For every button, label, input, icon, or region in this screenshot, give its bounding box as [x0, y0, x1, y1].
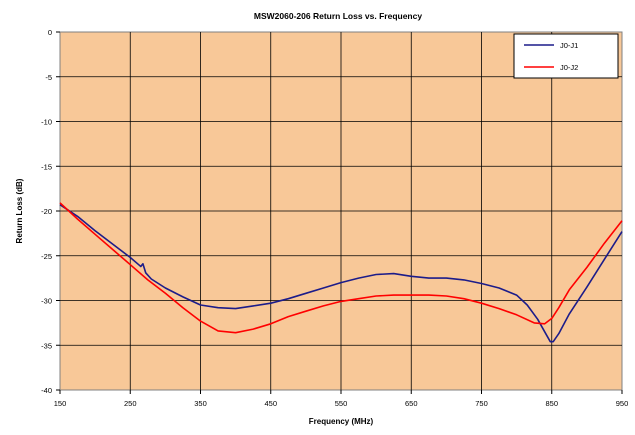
- y-axis-label: Return Loss (dB): [15, 178, 24, 243]
- y-tick-label: -20: [41, 207, 52, 216]
- y-tick-label: -10: [41, 118, 52, 127]
- series-line-1: [59, 204, 623, 343]
- x-tick-label: 950: [616, 399, 629, 408]
- x-tick-label: 350: [194, 399, 207, 408]
- y-tick-label: -35: [41, 341, 52, 350]
- chart-title: MSW2060-206 Return Loss vs. Frequency: [254, 11, 422, 21]
- legend: J0-J1 J0-J2: [513, 33, 619, 79]
- y-tick-label: -5: [45, 73, 52, 82]
- y-tick-label: -40: [41, 386, 52, 395]
- legend-label: J0-J1: [560, 41, 578, 50]
- series-line-2: [59, 202, 623, 334]
- gridlines: [60, 32, 622, 390]
- legend-box: [513, 33, 619, 79]
- legend-label: J0-J2: [560, 63, 578, 72]
- x-axis-label: Frequency (MHz): [309, 417, 374, 426]
- x-tick-label: 450: [264, 399, 277, 408]
- x-tick-label: 850: [545, 399, 558, 408]
- x-tick-label: 650: [405, 399, 418, 408]
- y-tick-label: -30: [41, 297, 52, 306]
- y-tick-label: -15: [41, 162, 52, 171]
- x-tick-label: 250: [124, 399, 137, 408]
- y-axis-ticks: 0 -5 -10 -15 -20 -25 -30 -35 -40: [41, 28, 60, 395]
- x-tick-label: 550: [335, 399, 348, 408]
- series-group: [59, 202, 623, 343]
- x-tick-label: 150: [54, 399, 67, 408]
- x-tick-label: 750: [475, 399, 488, 408]
- x-axis-ticks: 150 250 350 450 550 650 750 850 950: [54, 390, 629, 408]
- y-tick-label: 0: [48, 28, 52, 37]
- y-tick-label: -25: [41, 252, 52, 261]
